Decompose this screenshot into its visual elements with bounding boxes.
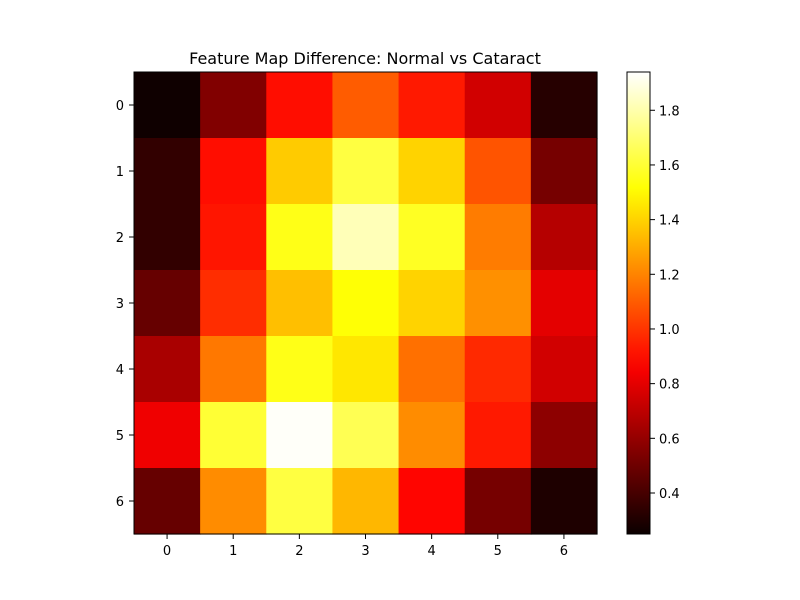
colorbar-tick-label: 1.4 [659,214,680,229]
heatmap-cell-r6-c4 [398,468,466,535]
heatmap-cell-r1-c6 [530,138,598,205]
heatmap-cell-r1-c0 [134,138,201,205]
y-tick-label: 2 [116,231,124,246]
heatmap-cell-r3-c2 [266,270,334,337]
heatmap-cell-r2-c3 [332,204,400,271]
colorbar-tick-label: 0.4 [659,487,680,502]
heatmap-cell-r6-c5 [464,468,532,535]
x-tick-label: 6 [560,544,568,559]
x-tick-label: 0 [163,544,171,559]
heatmap-cell-r1-c3 [332,138,400,205]
colorbar-tick-label: 1.8 [659,104,680,119]
chart-title: Feature Map Difference: Normal vs Catara… [189,49,541,68]
heatmap-cell-r0-c5 [464,72,532,139]
heatmap-cells [134,72,598,535]
heatmap-cell-r6-c1 [200,468,267,535]
x-tick-label: 3 [361,544,369,559]
heatmap-cell-r3-c3 [332,270,400,337]
heatmap-cell-r6-c2 [266,468,334,535]
heatmap-cell-r2-c6 [530,204,598,271]
heatmap-cell-r0-c2 [266,72,334,139]
heatmap-cell-r5-c6 [530,402,598,469]
colorbar-tick-label: 1.2 [659,268,680,283]
y-tick-label: 5 [116,429,124,444]
heatmap-cell-r6-c0 [134,468,201,535]
heatmap-cell-r4-c3 [332,336,400,403]
colorbar-axis: 0.4 0.6 0.8 1.0 1.2 1.4 1.6 1.8 [650,104,680,502]
heatmap-cell-r2-c4 [398,204,466,271]
heatmap-cell-r4-c5 [464,336,532,403]
colorbar-tick-label: 0.8 [659,378,680,393]
heatmap-cell-r3-c4 [398,270,466,337]
heatmap-cell-r5-c4 [398,402,466,469]
heatmap-cell-r0-c0 [134,72,201,139]
y-tick-label: 3 [116,297,124,312]
heatmap-cell-r6-c3 [332,468,400,535]
heatmap-cell-r5-c2 [266,402,334,469]
heatmap-cell-r2-c2 [266,204,334,271]
x-tick-label: 1 [229,544,237,559]
heatmap-cell-r0-c1 [200,72,267,139]
heatmap-cell-r4-c4 [398,336,466,403]
heatmap-cell-r1-c5 [464,138,532,205]
y-tick-label: 1 [116,165,124,180]
x-tick-label: 4 [428,544,436,559]
heatmap-cell-r4-c6 [530,336,598,403]
heatmap-cell-r3-c5 [464,270,532,337]
heatmap-cell-r1-c2 [266,138,334,205]
y-tick-label: 4 [116,363,124,378]
y-axis: 0 1 2 3 4 5 6 [116,99,134,510]
heatmap-cell-r5-c1 [200,402,267,469]
heatmap-cell-r2-c0 [134,204,201,271]
heatmap-cell-r2-c1 [200,204,267,271]
heatmap-cell-r1-c4 [398,138,466,205]
colorbar-tick-label: 1.0 [659,323,680,338]
heatmap-cell-r4-c0 [134,336,201,403]
heatmap-cell-r1-c1 [200,138,267,205]
heatmap-cell-r5-c3 [332,402,400,469]
x-axis: 0 1 2 3 4 5 6 [163,534,568,559]
y-tick-label: 6 [116,495,124,510]
heatmap-cell-r4-c1 [200,336,267,403]
heatmap-cell-r6-c6 [530,468,598,535]
heatmap-cell-r5-c5 [464,402,532,469]
heatmap-cell-r3-c0 [134,270,201,337]
heatmap-cell-r3-c6 [530,270,598,337]
colorbar-tick-label: 1.6 [659,159,680,174]
heatmap-cell-r2-c5 [464,204,532,271]
x-tick-label: 2 [295,544,303,559]
y-tick-label: 0 [116,99,124,114]
colorbar-tick-label: 0.6 [659,432,680,447]
heatmap-cell-r5-c0 [134,402,201,469]
heatmap-cell-r0-c6 [530,72,598,139]
heatmap-cell-r0-c4 [398,72,466,139]
heatmap-cell-r0-c3 [332,72,400,139]
heatmap-cell-r3-c1 [200,270,267,337]
x-tick-label: 5 [494,544,502,559]
heatmap-cell-r4-c2 [266,336,334,403]
colorbar [626,71,651,535]
